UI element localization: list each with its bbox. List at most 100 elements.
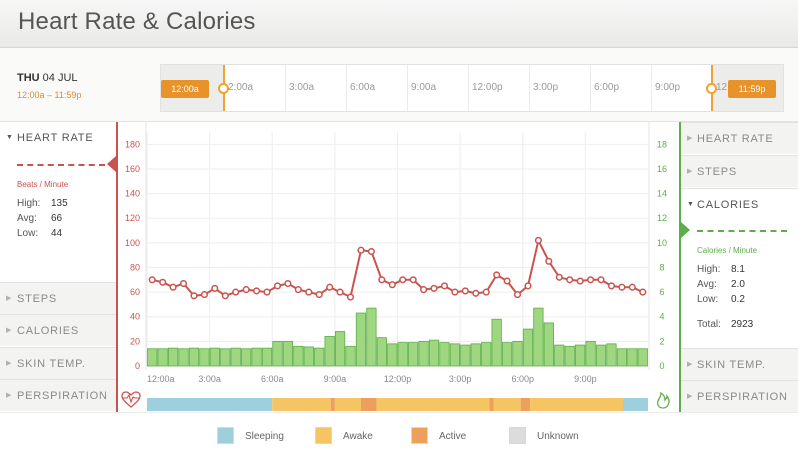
heart-rate-point [440, 282, 449, 290]
legend-label: Active [439, 431, 467, 442]
sidebar-item-skin-temp[interactable]: ▶ SKIN TEMP. [0, 347, 116, 379]
stat-low-label: Low: [17, 228, 39, 239]
calories-bar [501, 342, 513, 367]
heart-rate-point [555, 273, 563, 281]
heart-rate-point [346, 293, 355, 301]
heart-rate-point [169, 283, 177, 291]
sidebar-item-label: SKIN TEMP. [697, 359, 766, 371]
calories-bar [491, 318, 502, 367]
heart-rate-point [253, 287, 261, 295]
sidebar-item-heart-rate[interactable]: ▶ HEART RATE [681, 122, 798, 154]
flame-shape [657, 391, 670, 409]
heart-rate-point [211, 284, 219, 292]
caret-right-icon: ▶ [687, 393, 694, 400]
caret-right-icon: ▶ [687, 361, 694, 368]
heart-rate-point [367, 247, 375, 256]
x-axis-tick-label: 3:00a [198, 374, 221, 384]
start-time-flag[interactable]: 12:00a [161, 80, 209, 98]
caret-right-icon: ▶ [6, 360, 13, 367]
calories-bar [575, 344, 586, 367]
x-axis-tick-label: 9:00a [324, 374, 347, 384]
activity-band-segment [360, 398, 377, 411]
flame-icon [657, 391, 670, 409]
heart-rate-point [148, 276, 156, 284]
page-title: Heart Rate & Calories [18, 8, 256, 35]
heart-rate-line-key [17, 164, 105, 166]
start-handle-knob[interactable] [218, 83, 229, 94]
calories-bar [251, 347, 262, 367]
left-axis-tick-label: 180 [125, 139, 140, 149]
timeline-tick [468, 65, 469, 111]
weekday-label: THU [17, 72, 40, 84]
total-label: Total: [697, 319, 721, 330]
heart-rate-point [493, 271, 501, 279]
calories-bar [366, 307, 377, 367]
timeline-hour-label: 6:00a [350, 82, 376, 93]
heart-rate-point [597, 276, 605, 284]
activity-band-segment [272, 398, 331, 411]
time-range: 12:00a – 11:59p [17, 90, 82, 100]
left-axis-tick-label: 40 [130, 312, 140, 322]
stat-avg-value: 66 [51, 213, 63, 224]
calories-bar [355, 312, 367, 367]
sidebar-item-calories[interactable]: ▶ CALORIES [0, 314, 116, 346]
activity-band-segment [493, 398, 521, 411]
calories-section[interactable]: ▼ CALORIES Calories / Minute High: 8.1 A… [681, 188, 798, 348]
calories-bar [418, 340, 429, 367]
calories-bar [595, 344, 607, 367]
activity-band-segment [520, 398, 531, 411]
calories-bar [147, 348, 158, 367]
total-value: 2923 [731, 319, 754, 330]
calories-bar [178, 348, 189, 367]
right-axis-tick-label: 6 [659, 287, 664, 297]
heart-rate-point [273, 282, 282, 290]
heart-rate-section[interactable]: ▼ HEART RATE Beats / Minute High: 135 Av… [0, 122, 116, 282]
timeline-hour-label: 9:00a [411, 82, 437, 93]
x-axis-tick-label: 12:00p [384, 374, 412, 384]
left-axis-tick-label: 140 [125, 189, 140, 199]
left-axis-tick-label: 0 [135, 361, 140, 371]
legend-label: Awake [343, 431, 373, 442]
heart-rate-point [451, 288, 459, 296]
heart-rate-point [503, 277, 511, 285]
timeline-tick [529, 65, 530, 111]
activity-band-segment [376, 398, 490, 411]
timeline-hour-label: 3:00p [533, 82, 559, 93]
page-header: Heart Rate & Calories [0, 0, 798, 48]
heart-rate-point [284, 279, 292, 288]
caret-down-icon: ▼ [6, 134, 13, 141]
stat-high-label: High: [697, 264, 721, 275]
calories-bar [449, 343, 461, 367]
right-axis-tick-label: 16 [657, 164, 667, 174]
heart-rate-point [639, 288, 647, 296]
activity-band-segment [622, 398, 648, 411]
heart-rate-calories-chart: 0 20 40 60 80 100 120 140 160 180 0 2 4 6 8 10 12 14 16 18 1… [116, 122, 681, 412]
activity-band-segment [147, 398, 273, 411]
legend-label: Unknown [537, 431, 579, 442]
activity-band-segment [489, 398, 494, 411]
x-axis-tick-label: 12:00a [147, 374, 175, 384]
right-axis-tick-label: 18 [657, 139, 667, 149]
sidebar-item-steps[interactable]: ▶ STEPS [681, 155, 798, 187]
calories-bar [334, 331, 346, 367]
sidebar-item-perspiration[interactable]: ▶ PERSPIRATION [0, 379, 116, 411]
calories-bar [585, 340, 596, 367]
legend-swatch [509, 427, 526, 444]
calories-bar [167, 347, 179, 367]
end-handle-knob[interactable] [706, 83, 717, 94]
calories-bar [627, 348, 638, 367]
timeline-hour-label: 12 [716, 82, 728, 93]
calories-bar [220, 348, 231, 367]
sidebar-item-skin-temp[interactable]: ▶ SKIN TEMP. [681, 348, 798, 380]
calories-unit: Calories / Minute [697, 246, 758, 255]
left-axis-tick-label: 20 [130, 336, 140, 346]
heart-rate-point [357, 246, 365, 254]
legend-label: Sleeping [245, 431, 284, 442]
sidebar-item-perspiration[interactable]: ▶ PERSPIRATION [681, 380, 798, 412]
calories-bar [209, 347, 220, 367]
calories-bar [616, 348, 628, 367]
calories-bar [188, 347, 200, 367]
time-range-selector[interactable]: 2:00a 3:00a 6:00a 9:00a 12:00p 3:00p 6:00p 9:00… [160, 64, 784, 112]
sidebar-item-steps[interactable]: ▶ STEPS [0, 282, 116, 314]
end-time-flag[interactable]: 11:59p [728, 80, 776, 98]
